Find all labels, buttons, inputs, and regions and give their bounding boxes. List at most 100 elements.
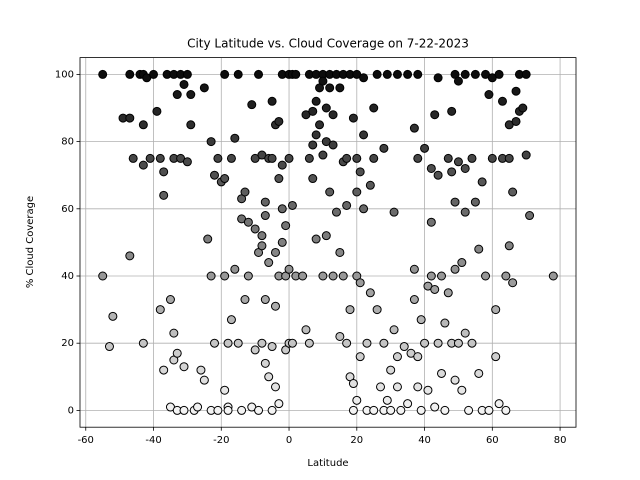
point [257, 338, 267, 348]
point [138, 120, 148, 130]
point [338, 271, 348, 281]
point [416, 315, 426, 325]
point [443, 153, 453, 163]
point [372, 305, 382, 315]
point [267, 342, 277, 352]
point [501, 405, 511, 415]
point [152, 106, 162, 116]
y-tick-label: 40 [61, 271, 74, 282]
point [494, 399, 504, 409]
point [226, 315, 236, 325]
point [481, 271, 491, 281]
x-tick-label: 80 [554, 435, 567, 446]
point [477, 177, 487, 187]
point [352, 153, 362, 163]
point [392, 69, 402, 79]
point [260, 358, 270, 368]
point [125, 69, 135, 79]
point [413, 382, 423, 392]
point [348, 405, 358, 415]
point [453, 76, 463, 86]
point [267, 153, 277, 163]
point [365, 180, 375, 190]
point [392, 352, 402, 362]
point [213, 405, 223, 415]
point [389, 325, 399, 335]
point [277, 160, 287, 170]
point [355, 352, 365, 362]
point [98, 69, 108, 79]
point [501, 271, 511, 281]
point [470, 197, 480, 207]
point [179, 79, 189, 89]
point [450, 375, 460, 385]
y-tick-label: 60 [61, 204, 74, 215]
point [464, 405, 474, 415]
point [233, 338, 243, 348]
point [342, 338, 352, 348]
point [467, 153, 477, 163]
y-tick-label: 80 [61, 137, 74, 148]
point [165, 295, 175, 305]
point [335, 83, 345, 93]
point [436, 271, 446, 281]
point [484, 90, 494, 100]
point [257, 241, 267, 251]
point [250, 224, 260, 234]
point [199, 375, 209, 385]
point [298, 271, 308, 281]
point [409, 295, 419, 305]
point [182, 157, 192, 167]
point [196, 365, 206, 375]
point [125, 251, 135, 261]
point [460, 69, 470, 79]
point [474, 244, 484, 254]
point [413, 153, 423, 163]
point [264, 258, 274, 268]
x-tick-label: 40 [418, 435, 431, 446]
point [155, 153, 165, 163]
point [277, 204, 287, 214]
point [355, 167, 365, 177]
point [328, 110, 338, 120]
point [443, 288, 453, 298]
point [355, 278, 365, 288]
point [149, 69, 159, 79]
points [98, 69, 558, 415]
point [511, 116, 521, 126]
point [318, 150, 328, 160]
point [359, 73, 369, 83]
point [254, 405, 264, 415]
point [325, 187, 335, 197]
point [230, 264, 240, 274]
point [291, 69, 301, 79]
point [138, 160, 148, 170]
point [301, 325, 311, 335]
x-tick-label: 60 [486, 435, 499, 446]
point [508, 278, 518, 288]
point [433, 170, 443, 180]
point [497, 96, 507, 106]
point [186, 90, 196, 100]
point [267, 96, 277, 106]
point [386, 365, 396, 375]
point [325, 83, 335, 93]
point [433, 73, 443, 83]
x-tick-label: -20 [213, 435, 229, 446]
point [450, 197, 460, 207]
y-axis-label: % Cloud Coverage [25, 196, 36, 288]
point [210, 338, 220, 348]
point [369, 153, 379, 163]
point [277, 237, 287, 247]
point [247, 100, 257, 110]
point [426, 163, 436, 173]
point [220, 271, 230, 281]
point [518, 103, 528, 113]
point [213, 153, 223, 163]
point [396, 405, 406, 415]
point [521, 150, 531, 160]
point [274, 399, 284, 409]
point [447, 167, 457, 177]
point [254, 69, 264, 79]
point [460, 207, 470, 217]
